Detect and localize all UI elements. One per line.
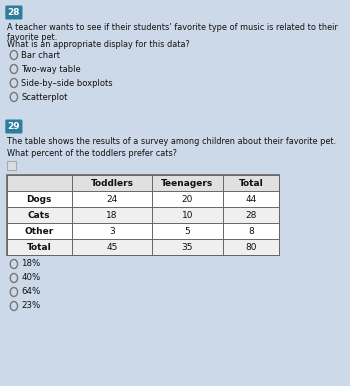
Text: 40%: 40% bbox=[21, 274, 41, 283]
Text: 35: 35 bbox=[182, 242, 193, 252]
Text: Total: Total bbox=[239, 178, 264, 188]
Text: 80: 80 bbox=[245, 242, 257, 252]
Text: 29: 29 bbox=[8, 122, 20, 131]
Text: Scatterplot: Scatterplot bbox=[21, 93, 68, 102]
Text: Toddlers: Toddlers bbox=[90, 178, 133, 188]
FancyBboxPatch shape bbox=[7, 207, 279, 223]
Text: Other: Other bbox=[25, 227, 54, 235]
FancyBboxPatch shape bbox=[7, 175, 279, 255]
Text: Teenagers: Teenagers bbox=[161, 178, 214, 188]
Text: Cats: Cats bbox=[28, 210, 50, 220]
FancyBboxPatch shape bbox=[7, 191, 279, 207]
Text: 28: 28 bbox=[245, 210, 257, 220]
Text: 5: 5 bbox=[184, 227, 190, 235]
Text: Bar chart: Bar chart bbox=[21, 51, 60, 59]
Text: Two-way table: Two-way table bbox=[21, 64, 81, 73]
Text: 10: 10 bbox=[182, 210, 193, 220]
FancyBboxPatch shape bbox=[5, 5, 22, 20]
Text: 18: 18 bbox=[106, 210, 118, 220]
Text: The table shows the results of a survey among children about their favorite pet.: The table shows the results of a survey … bbox=[7, 137, 336, 146]
Text: Total: Total bbox=[27, 242, 51, 252]
Text: 28: 28 bbox=[8, 8, 20, 17]
Text: 23%: 23% bbox=[21, 301, 41, 310]
Text: 20: 20 bbox=[182, 195, 193, 203]
Text: 8: 8 bbox=[248, 227, 254, 235]
FancyBboxPatch shape bbox=[7, 239, 279, 255]
Text: Dogs: Dogs bbox=[27, 195, 52, 203]
Text: What percent of the toddlers prefer cats?: What percent of the toddlers prefer cats… bbox=[7, 149, 176, 158]
FancyBboxPatch shape bbox=[5, 120, 22, 134]
FancyBboxPatch shape bbox=[7, 223, 279, 239]
Text: 64%: 64% bbox=[21, 288, 41, 296]
Text: 18%: 18% bbox=[21, 259, 41, 269]
Text: Side-by–side boxplots: Side-by–side boxplots bbox=[21, 78, 113, 88]
Text: 44: 44 bbox=[246, 195, 257, 203]
Text: 45: 45 bbox=[106, 242, 118, 252]
Text: 24: 24 bbox=[106, 195, 118, 203]
Text: What is an appropriate display for this data?: What is an appropriate display for this … bbox=[7, 40, 189, 49]
FancyBboxPatch shape bbox=[7, 175, 279, 191]
Text: 3: 3 bbox=[109, 227, 115, 235]
Text: A teacher wants to see if their students’ favorite type of music is related to t: A teacher wants to see if their students… bbox=[7, 23, 337, 42]
FancyBboxPatch shape bbox=[7, 161, 16, 170]
